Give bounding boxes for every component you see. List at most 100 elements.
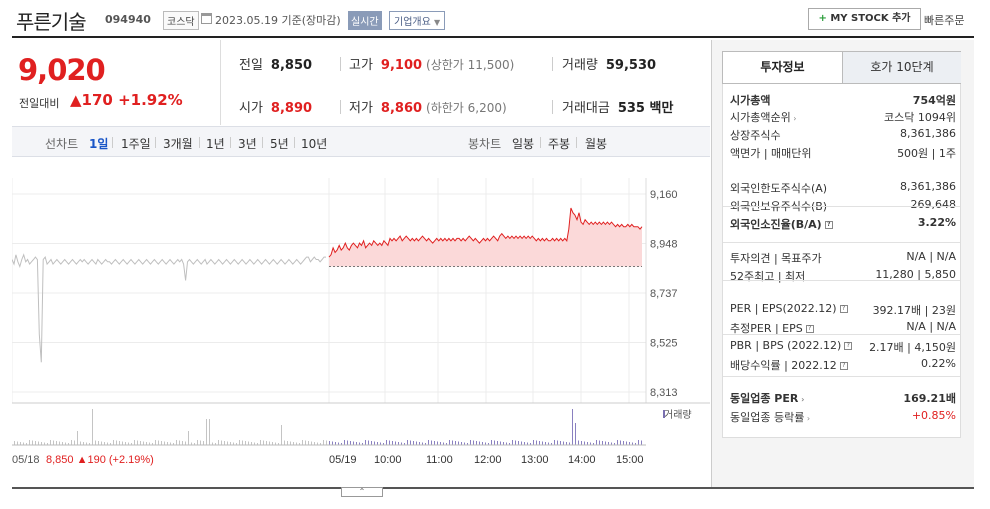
line-chart-label: 선차트: [45, 137, 79, 151]
info-value: 269,648: [910, 198, 957, 211]
volume-bar: [371, 441, 372, 445]
volume-bar: [365, 440, 366, 445]
volume-bar: [401, 442, 402, 445]
divider: [723, 206, 960, 207]
period-3y[interactable]: 3년: [238, 137, 257, 151]
info-key: 52주최고 | 최저: [730, 270, 806, 283]
info-value: 0.22%: [921, 357, 956, 370]
low-value: 8,860: [380, 101, 423, 116]
quick-order-link[interactable]: 빠른주문: [924, 14, 965, 27]
upper-limit: (상한가 11,500): [426, 58, 515, 72]
info-value: 754억원: [912, 94, 956, 107]
calendar-icon: [201, 13, 212, 24]
volume-bar: [464, 442, 465, 445]
tab-invest-info[interactable]: 투자정보: [723, 52, 842, 83]
volume-bar: [383, 443, 384, 445]
period-1d[interactable]: 1일: [89, 137, 109, 151]
volume-bar: [209, 419, 210, 445]
info-value: 11,280 | 5,850: [875, 268, 956, 281]
period-1w[interactable]: 1주일: [121, 137, 151, 151]
help-icon[interactable]: ?: [805, 325, 814, 333]
volume-bar: [425, 443, 426, 445]
volume-bar: [374, 441, 375, 445]
volume-bar: [335, 442, 336, 445]
volume-bar: [329, 441, 330, 445]
help-icon[interactable]: ?: [839, 362, 848, 370]
volume-bar: [146, 442, 147, 445]
volume-bar: [224, 441, 225, 445]
info-row[interactable]: 동일업종 PER › 169.21배: [730, 390, 956, 406]
info-row: PBR | BPS (2022.12)? 2.17배 | 4,150원: [730, 339, 956, 355]
volume-bar: [539, 441, 540, 445]
volume-bar: [44, 442, 45, 445]
info-row[interactable]: 동일업종 등락률 › +0.85%: [730, 409, 956, 425]
info-panel: 투자정보 호가 10단계 시가총액 754억원 시가총액순위 › 코스닥 1094위 상…: [711, 40, 974, 487]
help-icon[interactable]: ?: [839, 305, 848, 313]
info-value: 코스닥 1094위: [884, 111, 956, 124]
volume-bar: [218, 440, 219, 445]
intraday-chart[interactable]: 9,160 8,948 8,737 8,525 8,313 거래량 05/19 10:00…: [12, 158, 710, 486]
volume-bar: [530, 443, 531, 445]
candle-weekly[interactable]: 주봉: [548, 137, 571, 151]
chevron-right-icon: ›: [798, 395, 805, 404]
volume-bar: [398, 442, 399, 445]
volume-bar: [557, 440, 558, 445]
volume-bar: [71, 440, 72, 445]
help-icon[interactable]: ?: [824, 221, 833, 229]
period-10y[interactable]: 10년: [301, 137, 328, 151]
volume-bar: [89, 443, 90, 445]
candle-daily[interactable]: 일봉: [512, 137, 535, 151]
volume-bar: [635, 443, 636, 445]
chart-bottom-border: [12, 487, 974, 489]
info-key: 시가총액순위 ›: [730, 111, 797, 124]
info-row: 시가총액 754억원: [730, 92, 956, 108]
volume-bar: [563, 441, 564, 445]
volume-bar: [86, 442, 87, 445]
volume-bar: [467, 443, 468, 445]
realtime-button[interactable]: 실시간: [348, 11, 382, 30]
info-row: 52주최고 | 최저 11,280 | 5,850: [730, 268, 956, 284]
period-1y[interactable]: 1년: [206, 137, 225, 151]
volume-bar: [629, 442, 630, 445]
candle-monthly[interactable]: 월봉: [585, 137, 608, 151]
corp-info-dropdown[interactable]: 기업개요 ▼: [389, 11, 446, 30]
volume-bar: [632, 442, 633, 445]
period-5y[interactable]: 5년: [270, 137, 289, 151]
market-badge: 코스닥: [163, 11, 199, 30]
volume-bar: [101, 441, 102, 445]
volume-bar: [269, 441, 270, 445]
volume-bar: [116, 440, 117, 445]
divider: [340, 57, 341, 71]
volume-bar: [197, 440, 198, 445]
volume-bar: [53, 440, 54, 445]
volume-bar: [494, 440, 495, 445]
info-value: 3.22%: [917, 216, 956, 229]
divider: [540, 137, 541, 148]
volume-bar: [344, 440, 345, 445]
volume-bar: [287, 441, 288, 445]
volume-bar: [266, 441, 267, 445]
prev-value: 8,850: [270, 58, 313, 73]
info-key: 추정PER | EPS?: [730, 320, 814, 336]
period-3m[interactable]: 3개월: [163, 137, 193, 151]
info-row[interactable]: 시가총액순위 › 코스닥 1094위: [730, 109, 956, 125]
tab-orderbook[interactable]: 호가 10단계: [842, 52, 961, 83]
info-value: N/A | N/A: [906, 250, 956, 263]
volume-bar: [137, 440, 138, 445]
help-icon[interactable]: ?: [844, 342, 853, 350]
volume-bar: [293, 442, 294, 445]
volume-bar: [95, 440, 96, 445]
volume-bar: [248, 441, 249, 445]
mystock-add-button[interactable]: + MY STOCK 추가: [808, 8, 921, 30]
divider: [262, 137, 263, 148]
volume-bar: [68, 443, 69, 445]
trade-amount: 거래대금 535 백만: [562, 97, 673, 116]
expand-toggle[interactable]: ⌃: [341, 487, 383, 497]
stock-code: 094940: [105, 13, 151, 26]
volume-bar: [617, 440, 618, 445]
volume-bar: [347, 440, 348, 445]
volume-bar: [422, 442, 423, 445]
volume-bar: [509, 443, 510, 445]
volume-bar: [56, 441, 57, 445]
volume-bar: [236, 443, 237, 445]
